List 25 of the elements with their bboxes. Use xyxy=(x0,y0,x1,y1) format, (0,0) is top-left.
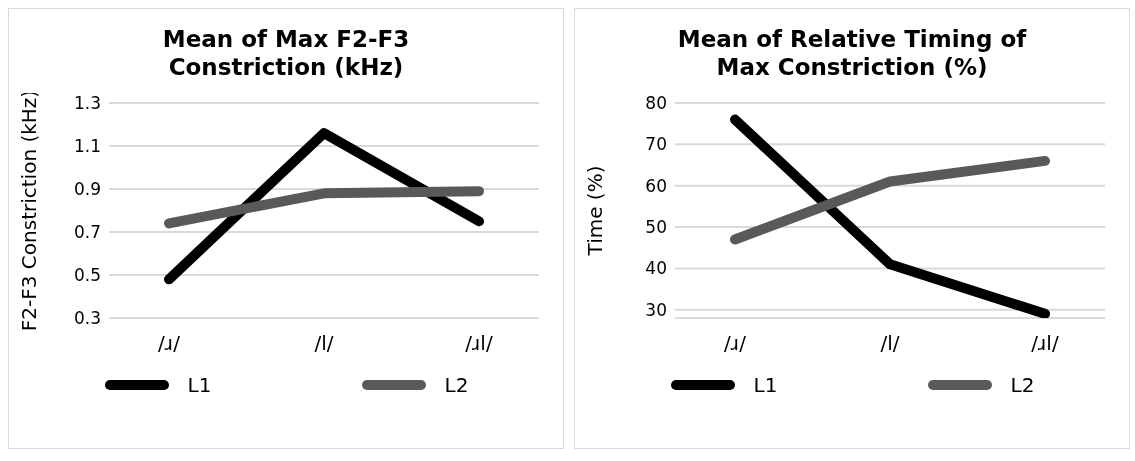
legend-label: L2 xyxy=(444,373,469,397)
y-tick-label: 1.1 xyxy=(73,136,101,157)
y-tick-label: 1.3 xyxy=(73,93,101,114)
y-tick-label: 60 xyxy=(645,175,667,196)
legend-label: L1 xyxy=(187,373,212,397)
y-tick-label: 40 xyxy=(645,258,667,279)
x-tick-label: /ɹ/ xyxy=(724,331,747,356)
x-tick-label: /l/ xyxy=(880,331,900,356)
y-tick-label: 0.7 xyxy=(73,222,101,243)
y-tick-label: 30 xyxy=(645,299,667,320)
y-tick-label: 50 xyxy=(645,217,667,238)
legend-label: L2 xyxy=(1010,373,1035,397)
y-tick-label: 0.5 xyxy=(73,265,101,286)
x-tick-label: /ɹ/ xyxy=(158,331,181,356)
y-tick-label: 0.9 xyxy=(73,179,101,200)
y-tick-label: 70 xyxy=(645,134,667,155)
x-tick-label: /ɹl/ xyxy=(465,331,493,356)
chart-title: Mean of Max F2-F3 Constriction (kHz) xyxy=(162,26,410,80)
x-tick-label: /ɹl/ xyxy=(1031,331,1059,356)
y-tick-label: 80 xyxy=(645,93,667,114)
chart-title: Mean of Relative Timing of Max Constriction (%) xyxy=(676,25,1028,82)
y-axis-title: Time (%) xyxy=(583,165,608,257)
x-tick-label: /l/ xyxy=(314,331,334,356)
legend-label: L1 xyxy=(753,373,778,397)
y-tick-label: 0.3 xyxy=(73,308,101,329)
